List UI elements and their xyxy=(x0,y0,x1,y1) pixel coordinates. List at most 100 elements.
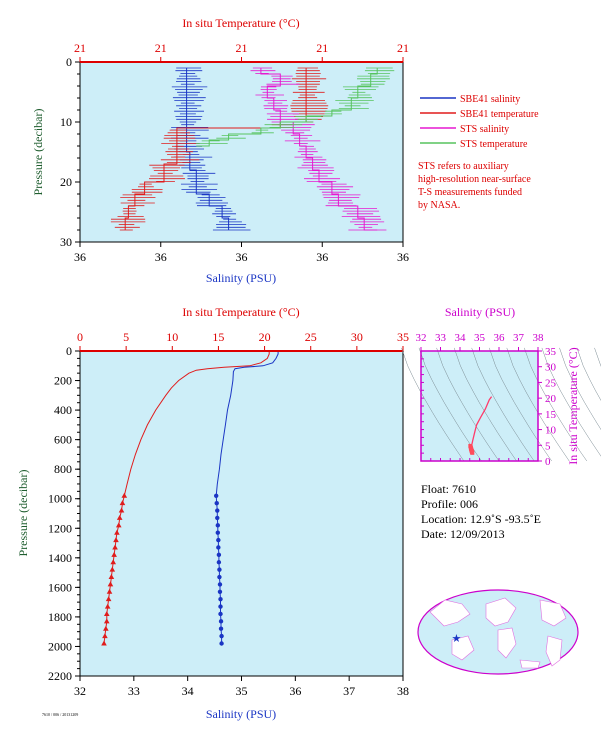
full-profile-y-tick-label: 0 xyxy=(66,344,72,358)
temperature-sample-point xyxy=(116,514,123,520)
footer-stamp: 7610 / 006 / 20131209 xyxy=(42,712,79,717)
salinity-sample-point xyxy=(215,523,221,528)
map-land xyxy=(429,597,567,669)
full-profile-x-tick-label: 34 xyxy=(182,684,194,698)
salinity-sample-point xyxy=(218,596,223,602)
ts-right-tick-label: 30 xyxy=(545,362,557,374)
near-surface-x-tick-label: 36 xyxy=(74,250,86,264)
density-contour xyxy=(524,347,588,462)
salinity-sample-point xyxy=(216,560,222,565)
full-profile-x-tick-label: 33 xyxy=(128,684,140,698)
temperature-sample-point xyxy=(115,522,122,528)
density-contour xyxy=(436,347,500,462)
temperature-sample-point xyxy=(105,596,112,602)
salinity-sample-point xyxy=(213,493,219,498)
full-profile-panel: 0200400600800100012001400160018002000220… xyxy=(16,305,409,721)
temperature-sample-point xyxy=(103,625,109,631)
density-contour xyxy=(594,347,601,367)
ts-top-tick-label: 33 xyxy=(435,332,447,344)
full-profile-plot-area xyxy=(80,351,403,676)
map-landmass xyxy=(545,635,563,667)
map-landmass xyxy=(451,635,475,661)
full-profile-y-tick-label: 2200 xyxy=(48,669,72,683)
ts-right-tick-label: 20 xyxy=(545,393,557,405)
salinity-sample-point xyxy=(214,500,219,506)
full-profile-top-axis-label: In situ Temperature (°C) xyxy=(182,305,299,319)
temperature-sample-point xyxy=(108,574,115,580)
density-contour xyxy=(401,347,465,462)
near-surface-top-tick-label: 21 xyxy=(397,41,409,55)
near-surface-plot-area xyxy=(80,62,403,242)
density-contour xyxy=(471,347,535,462)
full-profile-x-tick-label: 37 xyxy=(343,684,355,698)
salinity-sample-point xyxy=(217,574,222,580)
ts-top-tick-label: 36 xyxy=(494,332,506,344)
sts-note: STS refers to auxiliary high-resolution … xyxy=(418,160,531,212)
full-profile-axes: 0200400600800100012001400160018002000220… xyxy=(48,330,409,698)
near-surface-x-axis-label: Salinity (PSU) xyxy=(206,271,276,285)
ts-plot-area xyxy=(421,351,538,461)
ts-diagram-panel: 32 33 34 35 36 37 38 0 5 10 15 20 25 30 35 Salinity (P… xyxy=(401,305,601,468)
full-profile-top-tick-label: 35 xyxy=(397,330,409,344)
full-profile-y-tick-label: 1000 xyxy=(48,492,72,506)
float-location-marker: ★ xyxy=(451,633,461,645)
ts-right-tick-label: 5 xyxy=(545,440,551,452)
map-landmass xyxy=(539,599,567,627)
temperature-sample-point xyxy=(107,581,114,587)
salinity-sample-point xyxy=(219,641,224,646)
near-surface-y-tick-label: 10 xyxy=(60,115,72,129)
full-profile-y-tick-label: 1200 xyxy=(48,521,72,535)
density-contour xyxy=(453,347,517,462)
full-profile-series xyxy=(101,351,279,646)
ts-curve xyxy=(471,396,493,446)
ts-axes: 32 33 34 35 36 37 38 0 5 10 15 20 25 30 35 xyxy=(416,332,557,468)
ts-top-tick-label: 34 xyxy=(455,332,467,344)
salinity-sample-point xyxy=(218,619,224,624)
salinity-sample-point xyxy=(215,515,220,521)
date: Date: 12/09/2013 xyxy=(421,527,505,541)
ts-top-tick-label: 32 xyxy=(416,332,427,344)
ts-right-tick-label: 25 xyxy=(545,377,557,389)
sts-note-line-1: STS refers to auxiliary xyxy=(418,161,509,172)
full-profile-y-tick-label: 1400 xyxy=(48,551,72,565)
legend-label: SBE41 salinity xyxy=(460,94,520,105)
location: Location: 12.9˚S -93.5˚E xyxy=(421,512,541,526)
map-landmass xyxy=(485,597,517,627)
near-surface-top-tick-label: 21 xyxy=(236,41,248,55)
temperature-sample-point xyxy=(104,603,111,609)
near-surface-y-tick-label: 20 xyxy=(60,175,72,189)
density-contour xyxy=(576,347,601,401)
temperature-sample-point xyxy=(106,588,113,594)
float-info: Float: 7610 Profile: 006 Location: 12.9˚… xyxy=(421,482,541,542)
near-surface-series xyxy=(110,67,395,231)
near-surface-top-tick-label: 21 xyxy=(316,41,328,55)
temperature-sample-point xyxy=(109,566,116,572)
map-landmass xyxy=(519,659,541,669)
temperature-sample-point xyxy=(111,551,117,557)
salinity-sample-point xyxy=(215,530,221,535)
near-surface-y-tick-label: 30 xyxy=(60,235,72,249)
temperature-sample-point xyxy=(103,618,110,624)
full-profile-top-tick-label: 10 xyxy=(166,330,178,344)
sts-note-line-3: T-S measurements funded xyxy=(418,187,523,198)
full-profile-y-tick-label: 2000 xyxy=(48,639,72,653)
salinity-sample-point xyxy=(218,626,224,631)
full-profile-y-tick-label: 600 xyxy=(54,433,72,447)
ts-right-tick-label: 15 xyxy=(545,409,557,421)
salinity-sample-point xyxy=(216,537,221,543)
near-surface-x-tick-label: 36 xyxy=(236,250,248,264)
temperature-sample-point xyxy=(119,500,126,506)
sts-note-line-2: high-resolution near-surface xyxy=(418,174,531,185)
near-surface-top-tick-label: 21 xyxy=(74,41,86,55)
full-profile-y-tick-label: 800 xyxy=(54,462,72,476)
ts-right-tick-label: 35 xyxy=(545,346,557,358)
density-contour xyxy=(541,347,601,457)
full-profile-x-tick-label: 32 xyxy=(74,684,86,698)
full-profile-x-tick-label: 36 xyxy=(289,684,301,698)
map-landmass xyxy=(429,599,471,627)
salinity-sample-point xyxy=(216,545,221,550)
near-surface-y-tick-label: 0 xyxy=(66,55,72,69)
